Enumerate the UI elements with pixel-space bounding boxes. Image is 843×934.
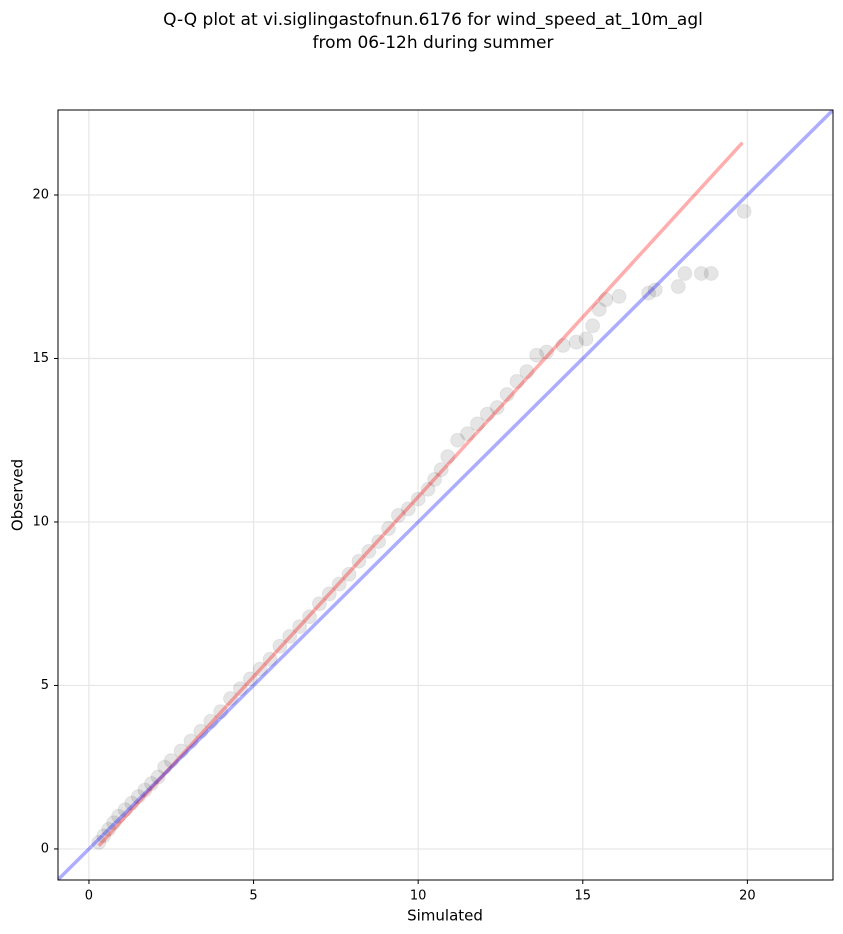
point — [381, 521, 397, 537]
point — [150, 769, 166, 785]
point — [117, 802, 133, 818]
point — [693, 265, 709, 281]
x-tick-label: 10 — [410, 889, 427, 904]
point — [460, 426, 476, 442]
point — [173, 743, 189, 759]
point — [440, 449, 456, 465]
point — [489, 400, 505, 416]
point — [193, 723, 209, 739]
point — [96, 828, 112, 844]
point — [641, 285, 657, 301]
x-tick-label: 0 — [85, 889, 93, 904]
point — [450, 432, 466, 448]
x-axis-label: Simulated — [407, 907, 483, 925]
point — [272, 638, 288, 654]
point — [331, 576, 347, 592]
point — [410, 491, 426, 507]
point — [262, 651, 278, 667]
grid — [58, 110, 833, 880]
point — [469, 416, 485, 432]
point — [91, 834, 107, 850]
y-tick-label: 0 — [41, 841, 49, 856]
point — [585, 318, 601, 334]
point — [252, 661, 268, 677]
point — [282, 628, 298, 644]
reference-line — [97, 141, 744, 847]
point — [539, 344, 555, 360]
point — [371, 534, 387, 550]
plot-frame — [57, 109, 834, 881]
y-tick-label: 20 — [32, 188, 49, 203]
point — [292, 619, 308, 635]
point — [223, 691, 239, 707]
point — [400, 501, 416, 517]
point — [670, 279, 686, 295]
reference-line — [58, 110, 833, 880]
y-tick-label: 15 — [32, 351, 49, 366]
point — [163, 753, 179, 769]
point — [144, 776, 160, 792]
point — [351, 553, 367, 569]
point — [302, 609, 318, 625]
point — [321, 586, 337, 602]
point — [578, 331, 594, 347]
point — [611, 288, 627, 304]
point — [311, 596, 327, 612]
point — [213, 704, 229, 720]
point — [591, 301, 607, 317]
point — [242, 671, 258, 687]
point — [677, 265, 693, 281]
point — [106, 815, 122, 831]
point — [130, 789, 146, 805]
y-tick-label: 10 — [32, 514, 49, 529]
point — [519, 364, 535, 380]
chart-subtitle: from 06-12h during summer — [313, 33, 554, 53]
point — [361, 543, 377, 559]
point — [736, 203, 752, 219]
point — [390, 507, 406, 523]
plot-area — [58, 110, 833, 880]
point — [137, 782, 153, 798]
point — [647, 282, 663, 298]
point — [509, 373, 525, 389]
point — [555, 337, 571, 353]
point — [183, 733, 199, 749]
point — [433, 462, 449, 478]
point — [529, 347, 545, 363]
point — [157, 759, 173, 775]
x-tick-label: 15 — [575, 889, 592, 904]
y-axis-label: Observed — [9, 459, 27, 531]
point — [427, 471, 443, 487]
point — [420, 481, 436, 497]
x-tick-label: 5 — [249, 889, 257, 904]
point — [499, 386, 515, 402]
point — [598, 292, 614, 308]
point — [568, 334, 584, 350]
chart-title: Q-Q plot at vi.siglingastofnun.6176 for … — [163, 10, 703, 30]
point — [232, 681, 248, 697]
point — [703, 265, 719, 281]
point — [101, 821, 117, 837]
point — [479, 406, 495, 422]
point — [341, 566, 357, 582]
point — [111, 808, 127, 824]
point — [203, 713, 219, 729]
x-tick-label: 20 — [739, 889, 756, 904]
y-tick-label: 5 — [41, 678, 49, 693]
point — [124, 795, 140, 811]
